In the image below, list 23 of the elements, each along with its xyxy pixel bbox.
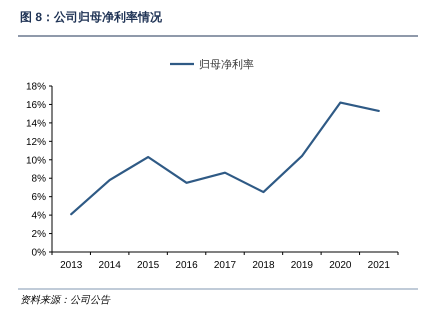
- y-tick-label: 12%: [26, 136, 46, 148]
- y-tick-label: 0%: [32, 248, 46, 258]
- x-tick-label: 2014: [98, 260, 122, 271]
- x-tick-label: 2017: [214, 260, 237, 271]
- legend-label: 归母净利率: [199, 58, 254, 71]
- y-tick-label: 2%: [32, 229, 46, 240]
- x-tick-label: 2019: [290, 260, 314, 271]
- line-series: [70, 102, 380, 216]
- y-tick-label: 14%: [26, 118, 46, 130]
- text: 资料来源：公司公告: [20, 294, 111, 306]
- y-tick-label: 16%: [26, 100, 46, 111]
- y-tick-label: 10%: [26, 155, 46, 166]
- x-tick-label: 2021: [368, 260, 390, 271]
- x-tick-label: 2016: [175, 260, 198, 271]
- chart-title: 图 8：公司归母净利率情况: [20, 10, 164, 24]
- y-tick-label: 8%: [32, 174, 46, 185]
- x-tick-label: 2015: [136, 260, 160, 271]
- x-tick-label: 2013: [60, 260, 83, 271]
- x-tick-label: 2018: [252, 260, 276, 271]
- y-tick-label: 4%: [32, 210, 46, 222]
- y-tick-label: 18%: [26, 82, 46, 92]
- y-tick-label: 6%: [32, 192, 46, 204]
- x-tick-label: 2020: [329, 260, 352, 271]
